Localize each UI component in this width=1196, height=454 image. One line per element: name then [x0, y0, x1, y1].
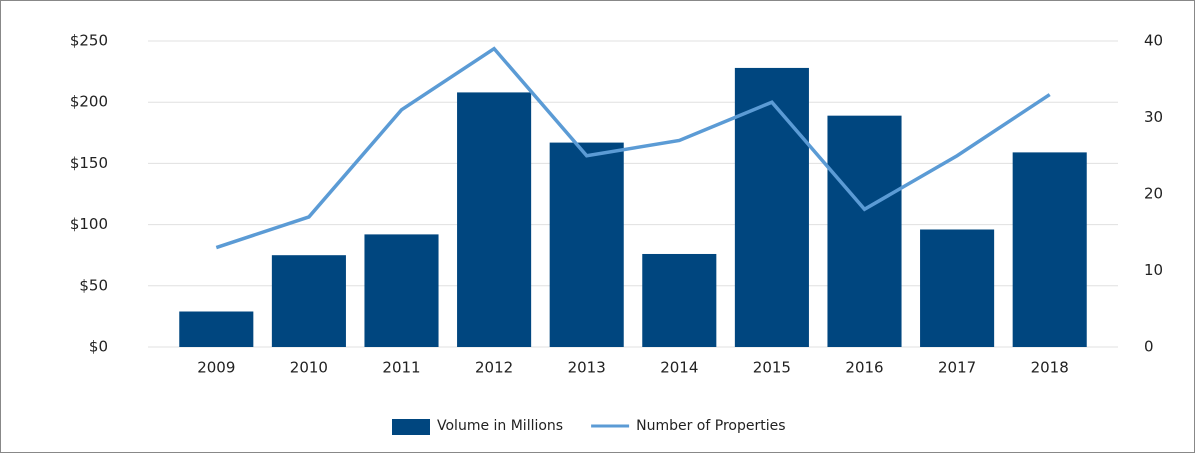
- bar: [457, 92, 532, 348]
- bar: [827, 115, 902, 347]
- bar: [920, 229, 995, 347]
- x-tick-label: 2013: [568, 359, 606, 377]
- y2-tick-label: 10: [1144, 261, 1163, 279]
- legend: Volume in Millions Number of Properties: [392, 418, 786, 435]
- x-tick-label: 2010: [290, 359, 328, 377]
- y-tick-label: $250: [70, 32, 108, 50]
- bar: [734, 67, 809, 347]
- legend-label: Volume in Millions: [437, 418, 563, 434]
- x-tick-label: 2009: [197, 359, 235, 377]
- x-tick-label: 2017: [938, 359, 976, 377]
- y-tick-label: $200: [70, 93, 108, 111]
- x-tick-label: 2018: [1031, 359, 1069, 377]
- line: [215, 46, 1051, 250]
- y2-tick-label: 30: [1144, 108, 1163, 126]
- y-tick-label: $50: [79, 276, 108, 294]
- y2-tick-label: 20: [1144, 185, 1163, 203]
- x-tick-label: 2015: [753, 359, 791, 377]
- x-tick-label: 2014: [660, 359, 698, 377]
- x-tick-label: 2011: [382, 359, 420, 377]
- y2-tick-label: 0: [1144, 338, 1154, 356]
- y-tick-label: $0: [89, 338, 108, 356]
- y2-tick-label: 40: [1144, 32, 1163, 50]
- legend-label: Number of Properties: [636, 418, 785, 434]
- bar: [179, 311, 254, 347]
- bar: [271, 255, 346, 347]
- bar: [364, 234, 439, 347]
- y-tick-label: $100: [70, 215, 108, 233]
- y-tick-label: $150: [70, 154, 108, 172]
- bar: [1012, 152, 1087, 347]
- legend-swatch: [392, 419, 430, 435]
- x-tick-label: 2016: [845, 359, 883, 377]
- bar: [549, 142, 624, 347]
- bar: [642, 253, 717, 347]
- x-tick-label: 2012: [475, 359, 513, 377]
